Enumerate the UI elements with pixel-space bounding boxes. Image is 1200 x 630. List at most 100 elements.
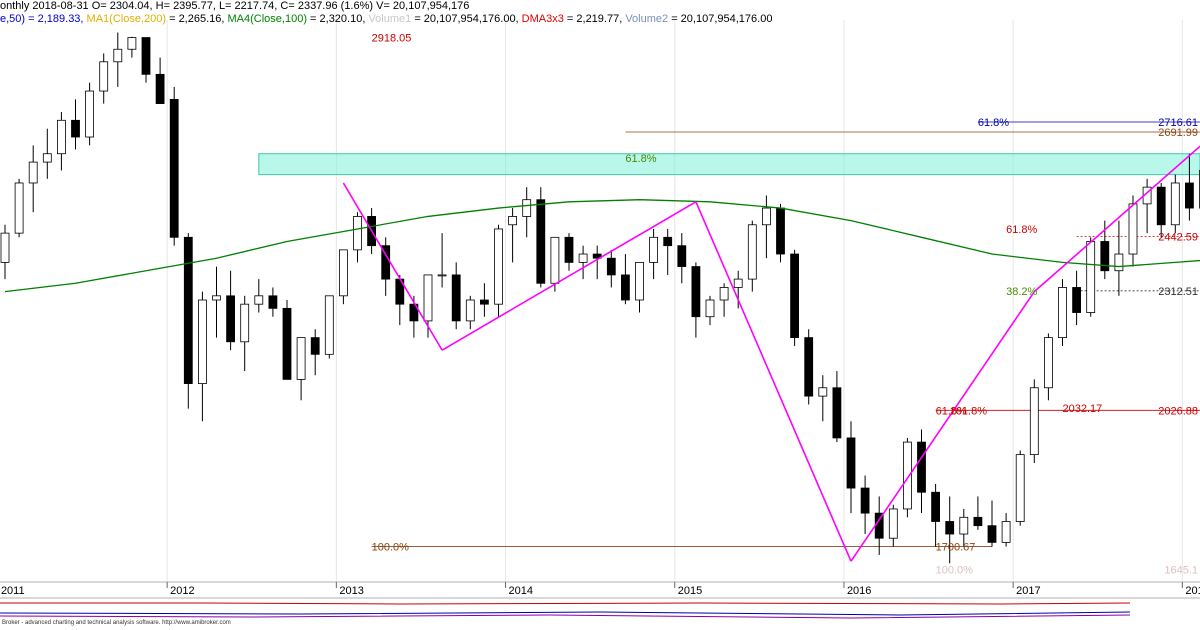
x-tick-label: 2016	[847, 585, 871, 597]
header-segment: = 2,320.10,	[306, 13, 369, 25]
candle-body	[85, 90, 94, 138]
candle-body	[578, 253, 588, 263]
candle-body	[113, 48, 123, 63]
header-segment: = 20,107,954,176.00,	[411, 13, 522, 25]
candle-body	[747, 224, 757, 280]
candle-body	[155, 73, 165, 104]
subpanel-line-purple	[0, 614, 1131, 619]
candle-body	[1058, 287, 1067, 339]
candle-body	[57, 119, 66, 155]
x-axis: 2011 2012 2013 2014 2015 2016 2017 2018	[0, 581, 1200, 597]
header-segment: MA4(Close,100)	[227, 13, 307, 25]
candle-body	[71, 119, 80, 138]
fibonacci-zone	[258, 153, 1200, 176]
candle-body	[240, 303, 250, 343]
level-label: 38.2%	[1006, 286, 1037, 298]
candle-body	[959, 516, 969, 535]
header-segment: = 2,265.16,	[166, 13, 228, 25]
candle-body	[677, 245, 687, 267]
candle-body	[494, 228, 503, 305]
header-segment: = 20,107,954,176.00	[668, 13, 773, 25]
candle-body	[0, 232, 10, 263]
candle-body	[635, 261, 644, 301]
candle-body	[832, 387, 842, 439]
candle-body	[451, 274, 461, 322]
level-label: 2032.17	[1063, 403, 1103, 415]
level-label: 2312.51	[1158, 286, 1198, 298]
candle-body	[776, 207, 785, 255]
x-tick-label: 2015	[678, 585, 702, 597]
candle-body	[254, 295, 264, 305]
candle-body	[1185, 182, 1194, 209]
level-label: 2442.59	[1158, 231, 1198, 243]
candles	[0, 32, 1200, 564]
candle-body	[1170, 182, 1180, 226]
candle-body	[183, 236, 193, 384]
candle-body	[987, 525, 997, 543]
candle-body	[324, 295, 334, 355]
candle-body	[1044, 337, 1053, 389]
candle-body	[296, 337, 306, 380]
header-segment: e,50) = 2,189.33,	[0, 13, 87, 25]
candle-body	[42, 153, 52, 163]
ma100-line	[4, 199, 1200, 293]
candle-body	[1100, 241, 1110, 272]
x-tick-label: 2014	[509, 585, 533, 597]
level-label: 100.0%	[936, 565, 974, 577]
candle-body	[1114, 253, 1124, 272]
candle-body	[338, 249, 348, 297]
x-tick-label: 2012	[170, 585, 194, 597]
candle-body	[621, 274, 630, 301]
candle-body	[127, 37, 137, 50]
subpanel-line-blue	[0, 611, 1131, 616]
candle-body	[663, 236, 673, 247]
indicator-subpanel	[0, 597, 1200, 619]
candle-body	[212, 295, 221, 301]
candle-body	[1156, 186, 1166, 226]
candle-body	[762, 207, 771, 226]
subpanel-line-red	[0, 602, 1131, 605]
candle-body	[353, 216, 362, 251]
level-label: 161.8%	[950, 405, 988, 417]
candle-body	[945, 521, 955, 535]
candle-body	[649, 236, 658, 263]
indicator-values-line: e,50) = 2,189.33, MA1(Close,200) = 2,265…	[0, 13, 772, 26]
pattern-lines	[342, 145, 1200, 562]
level-label: 61.8%	[978, 117, 1009, 129]
level-lines	[371, 121, 1200, 547]
candle-body	[705, 299, 715, 318]
candle-body	[917, 441, 926, 493]
x-tick-label: 2011	[1, 585, 25, 597]
candle-body	[268, 295, 278, 309]
candle-body	[310, 337, 320, 355]
level-label: 1645.1	[1164, 565, 1198, 577]
pattern-line	[1033, 145, 1200, 293]
level-label: 2716.61	[1158, 117, 1198, 129]
pattern-line	[342, 182, 443, 351]
candle-body	[592, 253, 602, 259]
header-segment: DMA3x3	[521, 13, 564, 25]
level-label: 1700.67	[936, 542, 976, 554]
candle-body	[437, 274, 447, 277]
header-segment: MA1(Close,200)	[86, 13, 167, 25]
candle-body	[733, 278, 743, 288]
candle-body	[522, 199, 532, 217]
candle-body	[931, 491, 940, 522]
candle-body	[465, 299, 475, 322]
footer-credit: Broker - advanced charting and technical…	[2, 620, 231, 626]
chart-grid	[166, 20, 1183, 583]
candle-body	[409, 303, 419, 322]
level-label: 61.8%	[625, 153, 656, 165]
candle-body	[804, 337, 814, 397]
level-label: 61.8%	[936, 405, 967, 417]
candle-body	[606, 257, 616, 276]
candle-body	[479, 299, 489, 305]
level-label: 2691.99	[1158, 127, 1198, 139]
candle-body	[903, 441, 912, 510]
candle-body	[28, 161, 38, 184]
candle-body	[691, 266, 701, 318]
candle-body	[423, 274, 433, 322]
level-label: 100.0%	[372, 542, 410, 554]
candle-body	[14, 182, 24, 234]
